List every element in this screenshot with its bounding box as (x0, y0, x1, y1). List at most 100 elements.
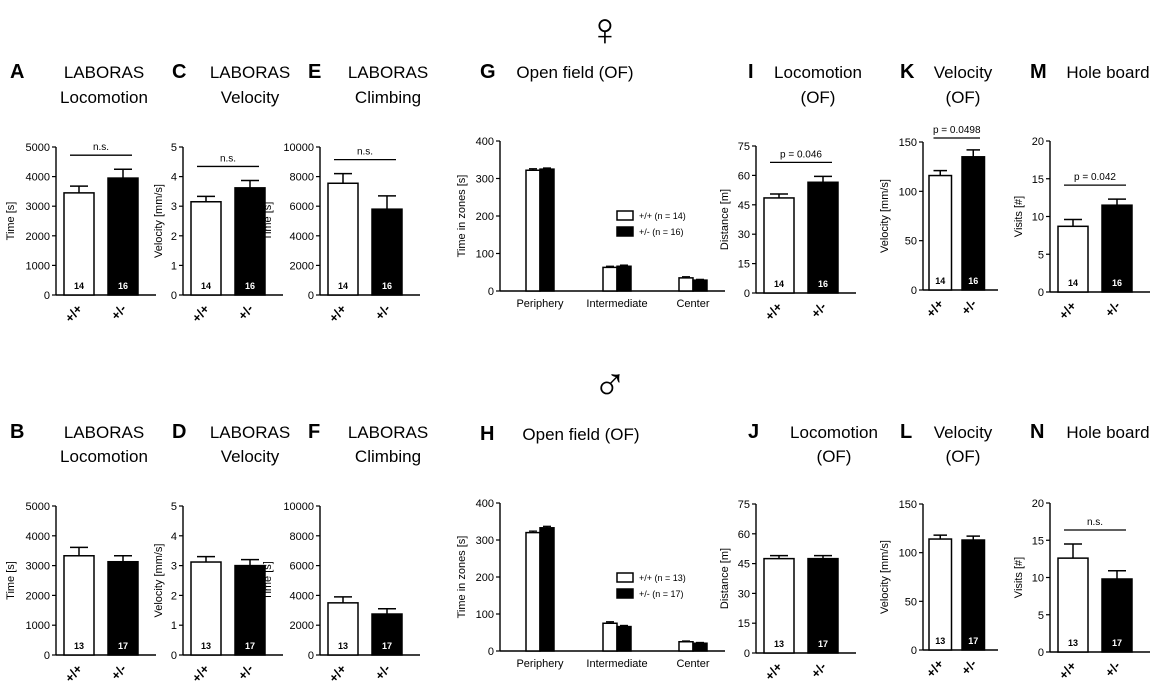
bar (1101, 204, 1133, 293)
y-axis-label: Distance [m] (719, 189, 731, 250)
y-tick-label: 20 (1032, 498, 1044, 510)
x-category-label: +/- (808, 659, 829, 681)
bar (371, 208, 403, 296)
n-label: 13 (1068, 638, 1078, 648)
panel-title: Hole board (1066, 423, 1149, 442)
y-axis-label: Time in zones [s] (456, 175, 468, 258)
n-label: 14 (1068, 278, 1078, 288)
x-category-label: +/+ (62, 301, 86, 325)
y-tick-label: 100 (476, 609, 494, 621)
y-tick-label: 60 (738, 170, 750, 182)
bar (539, 168, 555, 292)
panel-title: Open field (OF) (522, 425, 639, 444)
y-tick-label: 20 (1032, 136, 1044, 148)
panel-letter: C (172, 61, 186, 83)
bar (63, 555, 95, 656)
y-tick-label: 0 (744, 648, 750, 660)
y-tick-label: 3000 (26, 201, 50, 213)
n-label: 13 (935, 636, 945, 646)
panel-title: LABORAS (210, 63, 290, 82)
panel-letter: A (10, 61, 24, 83)
y-tick-label: 2000 (290, 620, 314, 632)
significance-label: n.s. (93, 142, 109, 153)
x-category-label: +/- (235, 301, 256, 323)
x-category-label: +/+ (189, 301, 213, 325)
panel-letter: H (480, 423, 494, 445)
panel-g: G Open field (OF) 0 100 200 300 400 Time in zon… (456, 61, 725, 310)
panel-letter: F (308, 421, 320, 443)
panel-title: (OF) (946, 447, 981, 466)
bar (692, 279, 708, 292)
bar (807, 557, 839, 654)
bar (1101, 578, 1133, 653)
n-label: 16 (245, 281, 255, 291)
x-category-label: +/+ (923, 296, 947, 320)
panel-i: I Locomotion (OF) 0 15 30 45 60 75 Distance [m] 14… (719, 61, 862, 323)
y-tick-label: 4000 (26, 531, 50, 543)
bar (1057, 557, 1089, 653)
y-tick-label: 300 (476, 535, 494, 547)
bar (678, 277, 694, 292)
y-tick-label: 10000 (283, 142, 314, 154)
y-tick-label: 45 (738, 200, 750, 212)
significance-label: p = 0.046 (780, 149, 822, 160)
y-tick-label: 100 (476, 249, 494, 261)
panel-h: H Open field (OF) 0 100 200 300 400 Time in zon… (456, 423, 725, 670)
y-tick-label: 50 (905, 236, 917, 248)
y-tick-label: 4000 (290, 590, 314, 602)
y-tick-label: 200 (476, 211, 494, 223)
bar (234, 564, 266, 656)
bar (961, 539, 986, 651)
male-symbol: ♂ (593, 358, 628, 410)
y-tick-label: 2000 (26, 590, 50, 602)
x-category-label: +/- (1102, 298, 1123, 320)
y-tick-label: 4 (171, 531, 177, 543)
panel-title: Hole board (1066, 63, 1149, 82)
x-category-label: +/- (372, 301, 393, 323)
y-tick-label: 3 (171, 201, 177, 213)
panel-letter: D (172, 421, 186, 443)
y-tick-label: 0 (171, 650, 177, 662)
legend-label: +/+ (n = 13) (639, 573, 686, 583)
panel-title: Velocity (934, 63, 993, 82)
panel-title: LABORAS (210, 423, 290, 442)
bar (107, 177, 139, 296)
y-axis-label: Time [s] (262, 561, 274, 600)
y-axis-label: Time [s] (5, 561, 17, 600)
n-label: 17 (1112, 638, 1122, 648)
y-tick-label: 100 (899, 548, 917, 560)
x-category-label: +/+ (189, 661, 213, 685)
n-label: 14 (774, 279, 784, 289)
y-tick-label: 60 (738, 529, 750, 541)
bar (190, 561, 222, 656)
panel-title: Velocity (221, 88, 280, 107)
n-label: 16 (1112, 278, 1122, 288)
panel-j: J Locomotion (OF) 0 15 30 45 60 75 Distance [m] 13… (719, 421, 878, 683)
y-tick-label: 4000 (290, 231, 314, 243)
y-tick-label: 15 (738, 259, 750, 271)
y-tick-label: 0 (308, 650, 314, 662)
significance-label: n.s. (220, 153, 236, 164)
n-label: 16 (118, 281, 128, 291)
bar (1057, 225, 1089, 293)
y-tick-label: 30 (738, 588, 750, 600)
bar (539, 527, 555, 652)
y-tick-label: 15 (1032, 174, 1044, 186)
y-tick-label: 1000 (26, 620, 50, 632)
y-tick-label: 200 (476, 572, 494, 584)
x-category-label: +/+ (62, 661, 86, 685)
y-tick-label: 0 (911, 285, 917, 297)
y-tick-label: 10 (1032, 212, 1044, 224)
y-tick-label: 75 (738, 499, 750, 511)
n-label: 16 (968, 276, 978, 286)
y-tick-label: 8000 (290, 172, 314, 184)
panel-title: LABORAS (348, 423, 428, 442)
panel-title: Locomotion (60, 88, 148, 107)
panel-letter: N (1030, 421, 1044, 443)
y-tick-label: 150 (899, 137, 917, 149)
y-tick-label: 8000 (290, 531, 314, 543)
bar (327, 602, 359, 656)
n-label: 17 (968, 636, 978, 646)
x-category-label: Center (676, 298, 709, 310)
